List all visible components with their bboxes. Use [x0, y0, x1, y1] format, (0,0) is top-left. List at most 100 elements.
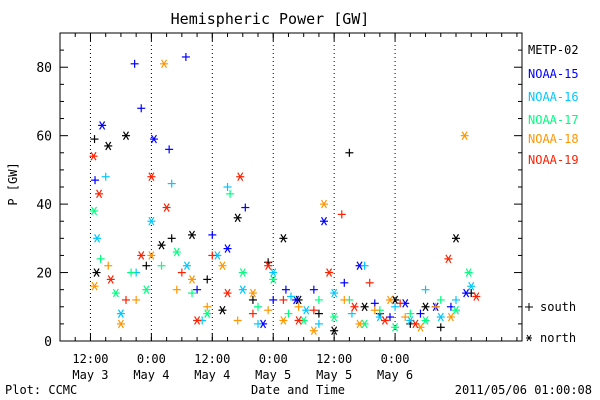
- plus-marker: [345, 148, 354, 157]
- plus-marker: [167, 234, 176, 243]
- plus-marker: [248, 295, 257, 304]
- star-marker: [391, 322, 400, 332]
- x-tick-time-label: 0:00: [259, 352, 288, 366]
- x-tick-date-label: May 6: [377, 368, 413, 382]
- star-marker: [182, 261, 191, 271]
- x-tick-time-label: 0:00: [381, 352, 410, 366]
- plus-marker: [391, 302, 400, 311]
- star-marker: [360, 302, 369, 312]
- star-marker: [116, 319, 125, 329]
- star-marker: [142, 285, 151, 294]
- plus-marker: [284, 309, 293, 318]
- star-marker: [269, 268, 278, 277]
- plus-marker: [104, 261, 113, 270]
- plus-marker: [314, 309, 323, 318]
- plus-marker: [96, 254, 105, 263]
- star-marker: [90, 281, 99, 291]
- x-tick-time-label: 0:00: [137, 352, 166, 366]
- plus-marker: [208, 251, 217, 260]
- legend-entry: NOAA-15: [528, 67, 579, 81]
- plus-marker: [309, 306, 318, 315]
- legend-entry: NOAA-19: [528, 153, 579, 167]
- legend-entry: NOAA-17: [528, 113, 579, 127]
- star-marker: [421, 316, 430, 325]
- plus-marker: [279, 295, 288, 304]
- plus-marker: [370, 299, 379, 308]
- legend-entry: NOAA-16: [528, 90, 579, 104]
- star-marker: [436, 312, 445, 322]
- marker-legend: south north: [525, 300, 576, 345]
- star-marker: [89, 151, 98, 161]
- x-tick-date-label: May 5: [316, 368, 352, 382]
- star-marker: [149, 134, 158, 144]
- star-marker: [248, 288, 257, 298]
- chart-title: Hemispheric Power [GW]: [171, 10, 370, 28]
- star-marker: [93, 234, 102, 243]
- star-marker: [421, 302, 430, 312]
- plus-marker: [254, 302, 262, 311]
- series-legend: METP-02 NOAA-15 NOAA-16 NOAA-17 NOAA-18 …: [528, 43, 579, 167]
- star-marker: [147, 172, 156, 182]
- plus-marker: [172, 285, 181, 294]
- plus-marker: [193, 285, 202, 294]
- series-noaa-18: [90, 59, 469, 336]
- star-marker: [452, 234, 460, 243]
- plus-marker: [281, 285, 290, 294]
- star-marker: [104, 141, 113, 151]
- y-tick-label: 20: [36, 267, 52, 282]
- y-tick-label: 60: [36, 130, 52, 145]
- x-tick-date-label: May 4: [194, 368, 230, 382]
- star-marker: [464, 268, 473, 277]
- plus-marker: [203, 302, 212, 311]
- star-marker: [157, 240, 166, 250]
- star-marker: [294, 316, 303, 325]
- plot-timestamp: 2011/05/06 01:00:08: [455, 383, 592, 397]
- star-marker: [444, 254, 453, 264]
- y-tick-label: 0: [44, 335, 52, 350]
- star-marker: [162, 203, 171, 212]
- star-marker: [111, 288, 120, 298]
- series-noaa-16: [93, 172, 476, 328]
- series-noaa-19: [89, 151, 481, 329]
- star-marker: [172, 247, 181, 257]
- star-marker: [188, 275, 196, 284]
- star-marker: [203, 309, 212, 318]
- plus-marker: [165, 145, 174, 154]
- plus-marker: [137, 104, 146, 113]
- plus-marker: [370, 306, 379, 315]
- plus-marker: [294, 302, 303, 311]
- plus-marker: [309, 285, 318, 294]
- star-marker: [279, 234, 288, 243]
- star-marker: [292, 295, 301, 305]
- star-marker: [279, 316, 288, 325]
- plus-marker: [226, 189, 235, 198]
- plus-marker: [314, 295, 323, 304]
- star-marker: [92, 268, 101, 277]
- legend-entry: NOAA-18: [528, 132, 579, 146]
- plus-marker: [436, 323, 445, 332]
- plus-marker: [431, 302, 440, 311]
- star-marker: [355, 319, 364, 329]
- plus-marker: [122, 295, 130, 304]
- star-marker: [90, 206, 99, 216]
- plus-marker: [203, 275, 212, 284]
- plus-marker: [130, 59, 139, 68]
- star-marker: [137, 251, 146, 260]
- star-marker: [264, 261, 273, 271]
- plus-marker: [167, 179, 176, 188]
- plus-marker: [157, 261, 166, 270]
- plus-marker: [436, 295, 445, 304]
- plus-marker: [177, 268, 186, 277]
- plus-marker: [365, 278, 374, 287]
- x-tick-time-label: 12:00: [316, 352, 352, 366]
- plus-marker: [90, 135, 99, 144]
- plus-marker: [406, 309, 415, 318]
- star-marker: [106, 275, 115, 284]
- grid-lines: [89, 33, 396, 341]
- plus-marker: [360, 261, 369, 270]
- plus-marker: [233, 316, 242, 325]
- star-marker: [116, 309, 125, 318]
- plus-marker: [254, 319, 262, 328]
- star-marker-icon: [526, 334, 532, 342]
- plus-marker: [416, 309, 425, 318]
